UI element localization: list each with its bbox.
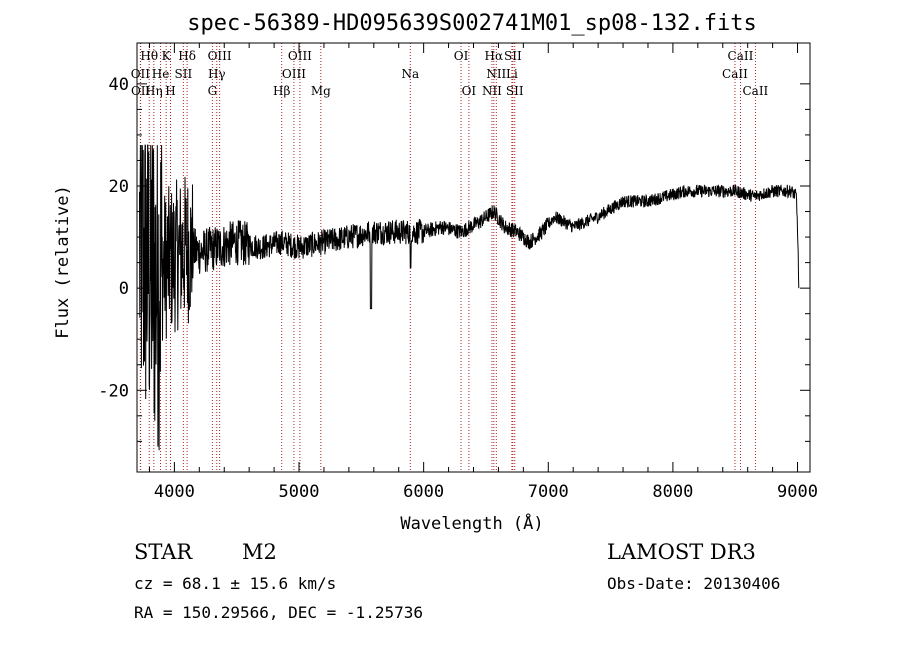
survey-name: LAMOST DR3 bbox=[607, 540, 756, 564]
object-class: STAR bbox=[134, 540, 193, 564]
x-axis-label: Wavelength (Å) bbox=[400, 512, 543, 534]
spectral-line-label: Hθ bbox=[140, 49, 158, 63]
y-tick-label: 40 bbox=[109, 75, 129, 95]
y-tick-label: 20 bbox=[109, 177, 129, 197]
x-tick-label: 8000 bbox=[652, 482, 693, 502]
chart-title: spec-56389-HD095639S002741M01_sp08-132.f… bbox=[187, 11, 757, 36]
x-tick-label: 5000 bbox=[279, 482, 320, 502]
spectral-line-label: Hβ bbox=[273, 84, 290, 98]
spectral-line-label: NII bbox=[486, 67, 506, 81]
spectral-line-label: CaII bbox=[728, 49, 754, 63]
spectral-line-label: Na bbox=[401, 67, 419, 81]
redshift-cz: cz = 68.1 ± 15.6 km/s bbox=[134, 574, 337, 593]
spectral-line-label: SII bbox=[506, 84, 524, 98]
x-tick-label: 9000 bbox=[777, 482, 818, 502]
spectral-line-label: CaII bbox=[742, 84, 768, 98]
spectral-line-label: Hα bbox=[485, 49, 504, 63]
spectral-line-label: OIII bbox=[288, 49, 312, 63]
spectral-line-markers bbox=[139, 43, 756, 472]
y-tick-label: 0 bbox=[119, 279, 129, 299]
axis-ticks: 4000 5000 6000 7000 8000 9000 -20 0 20 40 bbox=[98, 43, 818, 502]
object-subclass: M2 bbox=[242, 540, 277, 564]
spectral-line-label: OIII bbox=[282, 67, 306, 81]
y-axis-label: Flux (relative) bbox=[53, 185, 73, 339]
coordinates: RA = 150.29566, DEC = -1.25736 bbox=[134, 603, 423, 622]
spectral-line-label: SII bbox=[175, 67, 193, 81]
spectral-line-label: Hδ bbox=[178, 49, 196, 63]
spectral-line-label: Li bbox=[506, 67, 518, 81]
spectral-line-label: OII bbox=[131, 84, 151, 98]
spectral-line-label: G bbox=[208, 84, 218, 98]
spectral-line-label: Hη bbox=[145, 84, 163, 98]
x-tick-label: 6000 bbox=[403, 482, 444, 502]
spectral-line-label: He bbox=[152, 67, 170, 81]
spectral-line-label: OI bbox=[462, 84, 477, 98]
spectral-line-label: OIII bbox=[208, 49, 232, 63]
x-tick-label: 4000 bbox=[154, 482, 195, 502]
spectral-line-label: Hγ bbox=[208, 67, 226, 81]
x-tick-label: 7000 bbox=[528, 482, 569, 502]
observation-date: Obs-Date: 20130406 bbox=[607, 574, 781, 593]
spectral-line-label: NII bbox=[482, 84, 502, 98]
spectral-line-label: K bbox=[162, 49, 172, 63]
y-tick-label: -20 bbox=[98, 381, 129, 401]
spectral-line-label: Mg bbox=[311, 84, 331, 98]
spectral-line-label: OII bbox=[131, 67, 151, 81]
spectral-line-label: SII bbox=[504, 49, 522, 63]
spectral-line-label: CaII bbox=[722, 67, 748, 81]
spectral-line-label: H bbox=[165, 84, 175, 98]
spectrum-line bbox=[139, 144, 800, 451]
spectral-line-label: OI bbox=[454, 49, 469, 63]
